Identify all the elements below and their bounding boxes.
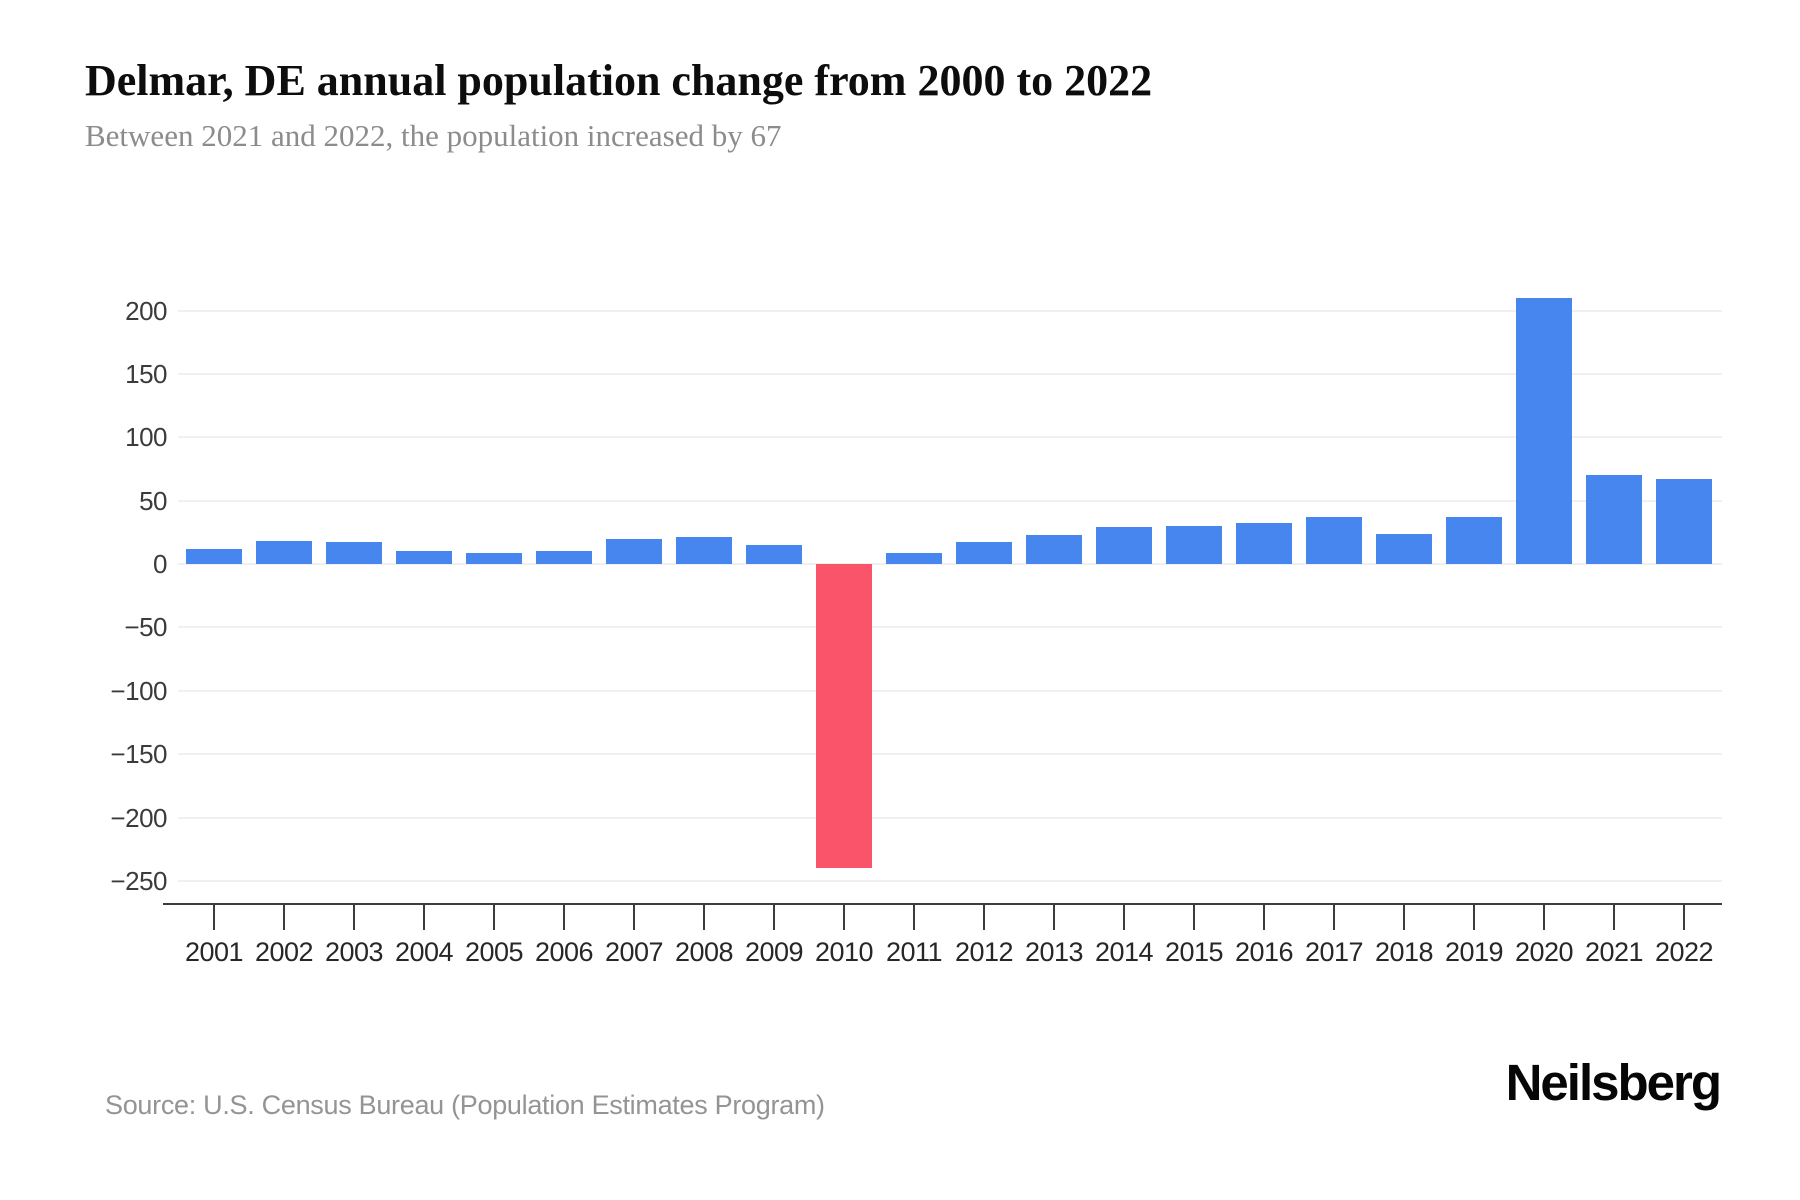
bar-2015 bbox=[1166, 525, 1222, 564]
bar-2001 bbox=[186, 548, 242, 564]
gridline--50 bbox=[178, 626, 1722, 629]
x-tick-2009 bbox=[773, 905, 775, 930]
x-tick-2019 bbox=[1473, 905, 1475, 930]
chart-subtitle: Between 2021 and 2022, the population in… bbox=[85, 118, 782, 153]
bar-2012 bbox=[956, 542, 1012, 564]
x-tick-2012 bbox=[983, 905, 985, 930]
x-tick-2014 bbox=[1123, 905, 1125, 930]
bar-2013 bbox=[1026, 534, 1082, 564]
bar-2017 bbox=[1306, 517, 1362, 564]
neilsberg-logo: Neilsberg bbox=[1505, 1054, 1722, 1111]
bar-2010 bbox=[816, 564, 872, 869]
bar-2008 bbox=[676, 537, 732, 564]
y-tick-label--100: −100 bbox=[110, 675, 167, 706]
bar-2009 bbox=[746, 544, 802, 564]
bar-2014 bbox=[1096, 527, 1152, 564]
x-tick-label-2005: 2005 bbox=[464, 937, 524, 967]
x-tick-2013 bbox=[1053, 905, 1055, 930]
gridline--250 bbox=[178, 879, 1722, 882]
y-tick-label--50: −50 bbox=[124, 612, 167, 643]
chart-title: Delmar, DE annual population change from… bbox=[85, 56, 1153, 105]
x-tick-2018 bbox=[1403, 905, 1405, 930]
bar-2020 bbox=[1516, 297, 1572, 564]
gridline--150 bbox=[178, 753, 1722, 756]
x-tick-label-2016: 2016 bbox=[1234, 937, 1294, 967]
x-tick-label-2019: 2019 bbox=[1444, 937, 1504, 967]
x-tick-label-2001: 2001 bbox=[184, 937, 244, 967]
x-tick-label-2015: 2015 bbox=[1164, 937, 1224, 967]
gridline-0 bbox=[178, 563, 1722, 565]
x-tick-label-2014: 2014 bbox=[1094, 937, 1154, 967]
x-tick-label-2022: 2022 bbox=[1654, 937, 1714, 967]
gridline-200 bbox=[178, 309, 1722, 312]
bar-2002 bbox=[256, 541, 312, 564]
bar-2006 bbox=[536, 551, 592, 564]
bar-2022 bbox=[1656, 479, 1712, 564]
x-tick-2008 bbox=[703, 905, 705, 930]
bar-2016 bbox=[1236, 523, 1292, 564]
bar-2003 bbox=[326, 542, 382, 564]
gridline-100 bbox=[178, 436, 1722, 439]
bar-2018 bbox=[1376, 533, 1432, 564]
x-tick-2003 bbox=[353, 905, 355, 930]
x-tick-2004 bbox=[423, 905, 425, 930]
x-tick-2007 bbox=[633, 905, 635, 930]
y-tick-label--150: −150 bbox=[110, 739, 167, 770]
bar-2011 bbox=[886, 552, 942, 564]
y-tick-label-200: 200 bbox=[125, 295, 167, 326]
bar-2004 bbox=[396, 551, 452, 564]
gridline-150 bbox=[178, 372, 1722, 375]
x-tick-2015 bbox=[1193, 905, 1195, 930]
y-tick-label-100: 100 bbox=[125, 422, 167, 453]
x-tick-2016 bbox=[1263, 905, 1265, 930]
x-tick-2005 bbox=[493, 905, 495, 930]
x-tick-label-2007: 2007 bbox=[604, 937, 664, 967]
y-tick-label-150: 150 bbox=[125, 358, 167, 389]
bar-2019 bbox=[1446, 517, 1502, 564]
x-tick-label-2006: 2006 bbox=[534, 937, 594, 967]
x-tick-2011 bbox=[913, 905, 915, 930]
x-tick-2017 bbox=[1333, 905, 1335, 930]
x-tick-label-2018: 2018 bbox=[1374, 937, 1434, 967]
x-tick-label-2004: 2004 bbox=[394, 937, 454, 967]
source-note: Source: U.S. Census Bureau (Population E… bbox=[105, 1090, 825, 1120]
x-tick-label-2017: 2017 bbox=[1304, 937, 1364, 967]
x-tick-label-2013: 2013 bbox=[1024, 937, 1084, 967]
x-tick-label-2008: 2008 bbox=[674, 937, 734, 967]
y-tick-label--250: −250 bbox=[110, 865, 167, 896]
x-tick-label-2011: 2011 bbox=[885, 937, 943, 967]
x-tick-label-2003: 2003 bbox=[324, 937, 384, 967]
x-tick-label-2002: 2002 bbox=[254, 937, 314, 967]
y-tick-label-0: 0 bbox=[153, 549, 167, 579]
x-tick-2010 bbox=[843, 905, 845, 930]
bar-2005 bbox=[466, 552, 522, 564]
x-tick-label-2020: 2020 bbox=[1514, 937, 1574, 967]
y-tick-label--200: −200 bbox=[110, 802, 167, 833]
gridline-50 bbox=[178, 499, 1722, 502]
x-tick-2021 bbox=[1613, 905, 1615, 930]
x-tick-label-2010: 2010 bbox=[814, 937, 874, 967]
x-tick-label-2021: 2021 bbox=[1584, 937, 1644, 967]
x-tick-2020 bbox=[1543, 905, 1545, 930]
gridline--100 bbox=[178, 689, 1722, 692]
y-tick-label-50: 50 bbox=[139, 485, 167, 516]
x-tick-label-2012: 2012 bbox=[954, 937, 1014, 967]
x-tick-2022 bbox=[1683, 905, 1685, 930]
bar-2021 bbox=[1586, 475, 1642, 564]
x-tick-label-2009: 2009 bbox=[744, 937, 804, 967]
x-tick-2006 bbox=[563, 905, 565, 930]
x-axis-line bbox=[163, 903, 1722, 905]
x-tick-2001 bbox=[213, 905, 215, 930]
gridline--200 bbox=[178, 816, 1722, 819]
bar-2007 bbox=[606, 538, 662, 564]
x-tick-2002 bbox=[283, 905, 285, 930]
